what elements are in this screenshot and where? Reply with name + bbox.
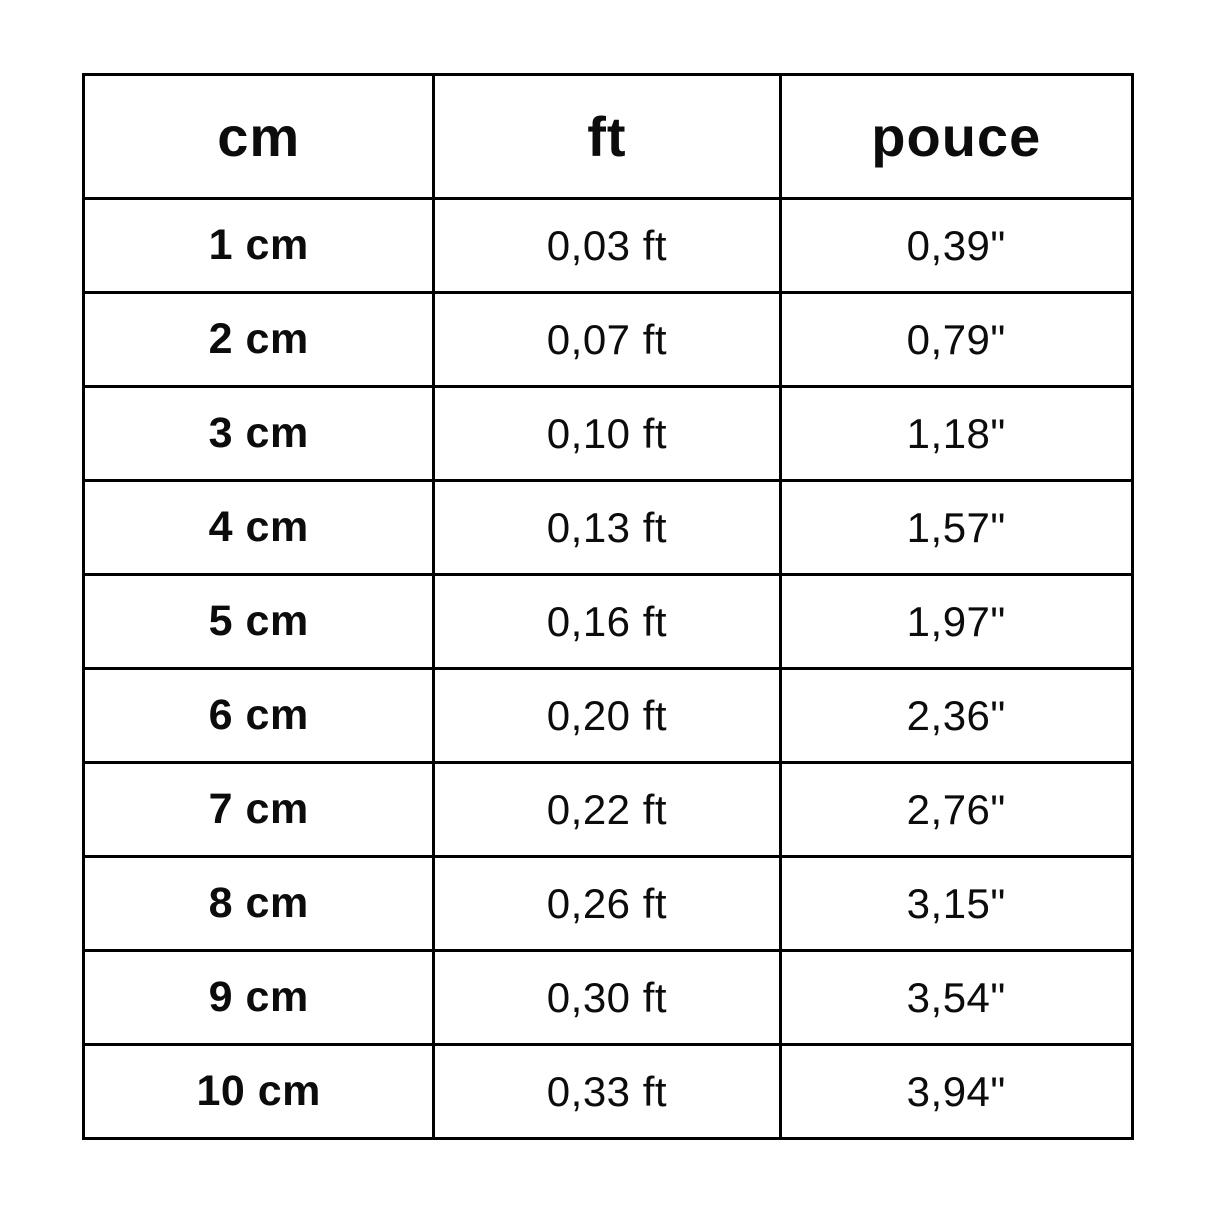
table-row: 6 cm 0,20 ft 2,36" <box>81 667 1135 764</box>
cm-cell: 6 cm <box>81 667 436 764</box>
ft-cell: 0,13 ft <box>432 479 782 576</box>
pouce-cell: 2,36" <box>778 667 1135 764</box>
pouce-cell: 0,79" <box>778 291 1135 388</box>
cm-cell: 8 cm <box>81 855 436 952</box>
cm-cell: 10 cm <box>81 1043 436 1140</box>
cm-cell: 9 cm <box>81 949 436 1046</box>
ft-cell: 0,33 ft <box>432 1043 782 1140</box>
table-row: 3 cm 0,10 ft 1,18" <box>81 385 1135 482</box>
cm-cell: 3 cm <box>81 385 436 482</box>
table-row: 10 cm 0,33 ft 3,94" <box>81 1043 1135 1140</box>
column-header-cm: cm <box>81 73 436 200</box>
column-header-ft: ft <box>432 73 782 200</box>
cm-cell: 5 cm <box>81 573 436 670</box>
pouce-cell: 2,76" <box>778 761 1135 858</box>
cm-cell: 1 cm <box>81 197 436 294</box>
pouce-cell: 1,97" <box>778 573 1135 670</box>
table-row: 1 cm 0,03 ft 0,39" <box>81 197 1135 294</box>
cm-cell: 2 cm <box>81 291 436 388</box>
ft-cell: 0,22 ft <box>432 761 782 858</box>
ft-cell: 0,16 ft <box>432 573 782 670</box>
cm-cell: 4 cm <box>81 479 436 576</box>
table-row: 9 cm 0,30 ft 3,54" <box>81 949 1135 1046</box>
pouce-cell: 3,54" <box>778 949 1135 1046</box>
cm-cell: 7 cm <box>81 761 436 858</box>
table-row: 4 cm 0,13 ft 1,57" <box>81 479 1135 576</box>
pouce-cell: 3,94" <box>778 1043 1135 1140</box>
header-row: cm ft pouce <box>81 73 1135 200</box>
table-row: 5 cm 0,16 ft 1,97" <box>81 573 1135 670</box>
ft-cell: 0,03 ft <box>432 197 782 294</box>
ft-cell: 0,20 ft <box>432 667 782 764</box>
column-header-pouce: pouce <box>778 73 1135 200</box>
pouce-cell: 0,39" <box>778 197 1135 294</box>
table-row: 7 cm 0,22 ft 2,76" <box>81 761 1135 858</box>
ft-cell: 0,10 ft <box>432 385 782 482</box>
ft-cell: 0,07 ft <box>432 291 782 388</box>
ft-cell: 0,26 ft <box>432 855 782 952</box>
conversion-table: cm ft pouce 1 cm 0,03 ft 0,39" 2 cm 0,07 ft 0… <box>81 73 1135 1140</box>
pouce-cell: 1,18" <box>778 385 1135 482</box>
ft-cell: 0,30 ft <box>432 949 782 1046</box>
table-row: 8 cm 0,26 ft 3,15" <box>81 855 1135 952</box>
table-row: 2 cm 0,07 ft 0,79" <box>81 291 1135 388</box>
pouce-cell: 3,15" <box>778 855 1135 952</box>
pouce-cell: 1,57" <box>778 479 1135 576</box>
